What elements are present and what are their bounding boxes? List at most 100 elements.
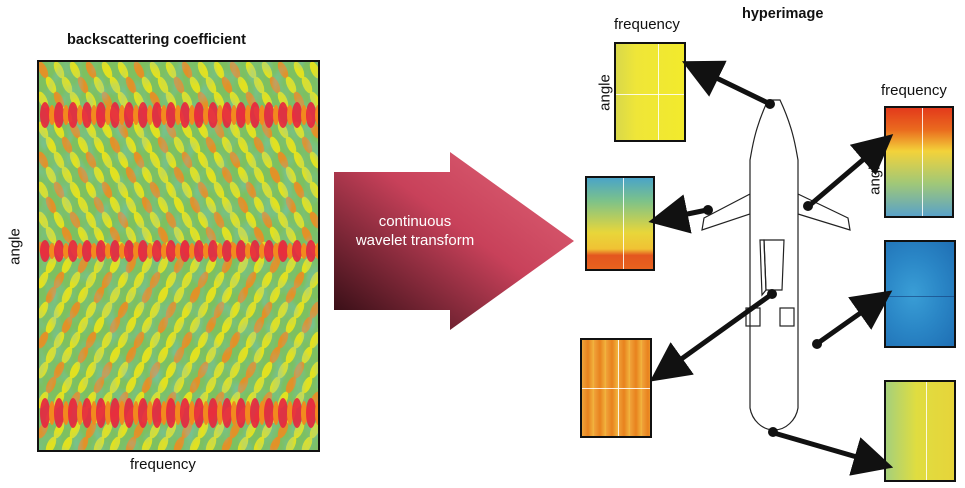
heatmap-hot-band [96,102,106,128]
heatmap-hot-band [208,240,218,262]
heatmap-hot-band [222,102,232,128]
heatmap-hot-band-edge [203,401,209,425]
heatmap-hot-band [68,102,78,128]
heatmap-hot-band-edge [287,243,293,259]
heatmap-hot-band-edge [217,401,223,425]
heatmap-hot-band [236,240,246,262]
heatmap-hot-band [96,398,106,428]
heatmap-hot-band [96,240,106,262]
heatmap-hot-band-edge [119,243,125,259]
heatmap-hot-band [306,102,316,128]
heatmap-hot-band [82,102,92,128]
heatmap-hot-band [194,398,204,428]
heatmap-hot-band [82,240,92,262]
heatmap-hot-band [306,398,316,428]
heatmap-hot-band-edge [273,105,279,125]
heatmap-hot-band-edge [77,243,83,259]
heatmap-hot-band-edge [49,401,55,425]
heatmap-hot-band [68,398,78,428]
heatmap-hot-band-edge [105,401,111,425]
heatmap-hot-band [152,240,162,262]
heatmap-hot-band [250,240,260,262]
heatmap-hot-band [264,240,274,262]
arrow-to-left-wing-tile [648,194,708,234]
transform-line2: wavelet transform [355,232,475,249]
heatmap-hot-band-edge [231,243,237,259]
tile-tail [884,380,956,482]
transform-label: continuous wavelet transform [340,212,490,250]
heatmap-hot-band [278,102,288,128]
heatmap-hot-band [180,398,190,428]
tile-right-engine [884,240,956,348]
heatmap-hot-band [264,398,274,428]
heatmap-hot-band-edge [63,105,69,125]
heatmap-hot-band [124,102,134,128]
heatmap-hot-band-edge [189,401,195,425]
heatmap-hot-band [110,240,120,262]
heatmap-hot-band-edge [175,401,181,425]
heatmap-hot-band [278,240,288,262]
heatmap-hot-band [166,398,176,428]
heatmap-hot-band-edge [119,105,125,125]
heatmap-hot-band-edge [91,243,97,259]
backscattering-heatmap [37,60,320,452]
heatmap-hot-band [208,102,218,128]
heatmap-hot-band [180,240,190,262]
point-left-engine [767,289,777,299]
heatmap-hot-band-edge [49,243,55,259]
heatmap-hot-band-edge [245,105,251,125]
heatmap-hot-band-edge [217,105,223,125]
heatmap-hot-band [138,240,148,262]
heatmap-hot-band-edge [203,243,209,259]
heatmap-hot-band [222,240,232,262]
arrow-to-right-engine-tile [816,290,893,346]
heatmap-hot-band-edge [287,105,293,125]
heatmap-hot-band-edge [77,401,83,425]
point-right-engine [812,339,822,349]
heatmap-hot-band-edge [147,401,153,425]
heatmap-hot-band [250,398,260,428]
point-left-wing [703,205,713,215]
heatmap-hot-band [40,240,50,262]
heatmap-hot-band-edge [147,243,153,259]
point-tail [768,427,778,437]
tile-right-wing [884,106,954,218]
tile-left-wing [585,176,655,271]
heatmap-canvas [39,62,318,450]
heatmap-hot-band-edge [189,243,195,259]
heatmap-hot-band [180,102,190,128]
heatmap-hot-band [124,240,134,262]
heatmap-hot-band [278,398,288,428]
hyperimage-title: hyperimage [742,6,824,22]
heatmap-hot-band [54,240,64,262]
heatmap-hot-band [40,102,50,128]
heatmap-hot-band-edge [231,105,237,125]
heatmap-hot-band-edge [49,105,55,125]
heatmap-hot-band-edge [119,401,125,425]
heatmap-hot-band [166,240,176,262]
heatmap-hot-band [54,102,64,128]
heatmap-hot-band-edge [77,105,83,125]
heatmap-hot-band-edge [133,243,139,259]
heatmap-hot-band [236,102,246,128]
tile-left-engine [580,338,652,438]
heatmap-hot-band [222,398,232,428]
heatmap-hot-band [68,240,78,262]
heatmap-hot-band-edge [301,105,307,125]
heatmap-hot-band-edge [273,243,279,259]
heatmap-hot-band [208,398,218,428]
heatmap-hot-band [138,102,148,128]
heatmap-hot-band-edge [259,243,265,259]
heatmap-hot-band-edge [161,401,167,425]
main-title: backscattering coefficient [67,32,246,48]
arrow-to-right-wing-tile [808,134,894,207]
heatmap-hot-band-edge [315,243,318,259]
heatmap-hot-band-edge [245,243,251,259]
heatmap-hot-band [292,240,302,262]
heatmap-hot-band [124,398,134,428]
right-tile-x-label: frequency [881,82,947,99]
heatmap-hot-band-edge [175,105,181,125]
heatmap-hot-band-edge [231,401,237,425]
heatmap-hot-band [194,102,204,128]
heatmap-hot-band [82,398,92,428]
